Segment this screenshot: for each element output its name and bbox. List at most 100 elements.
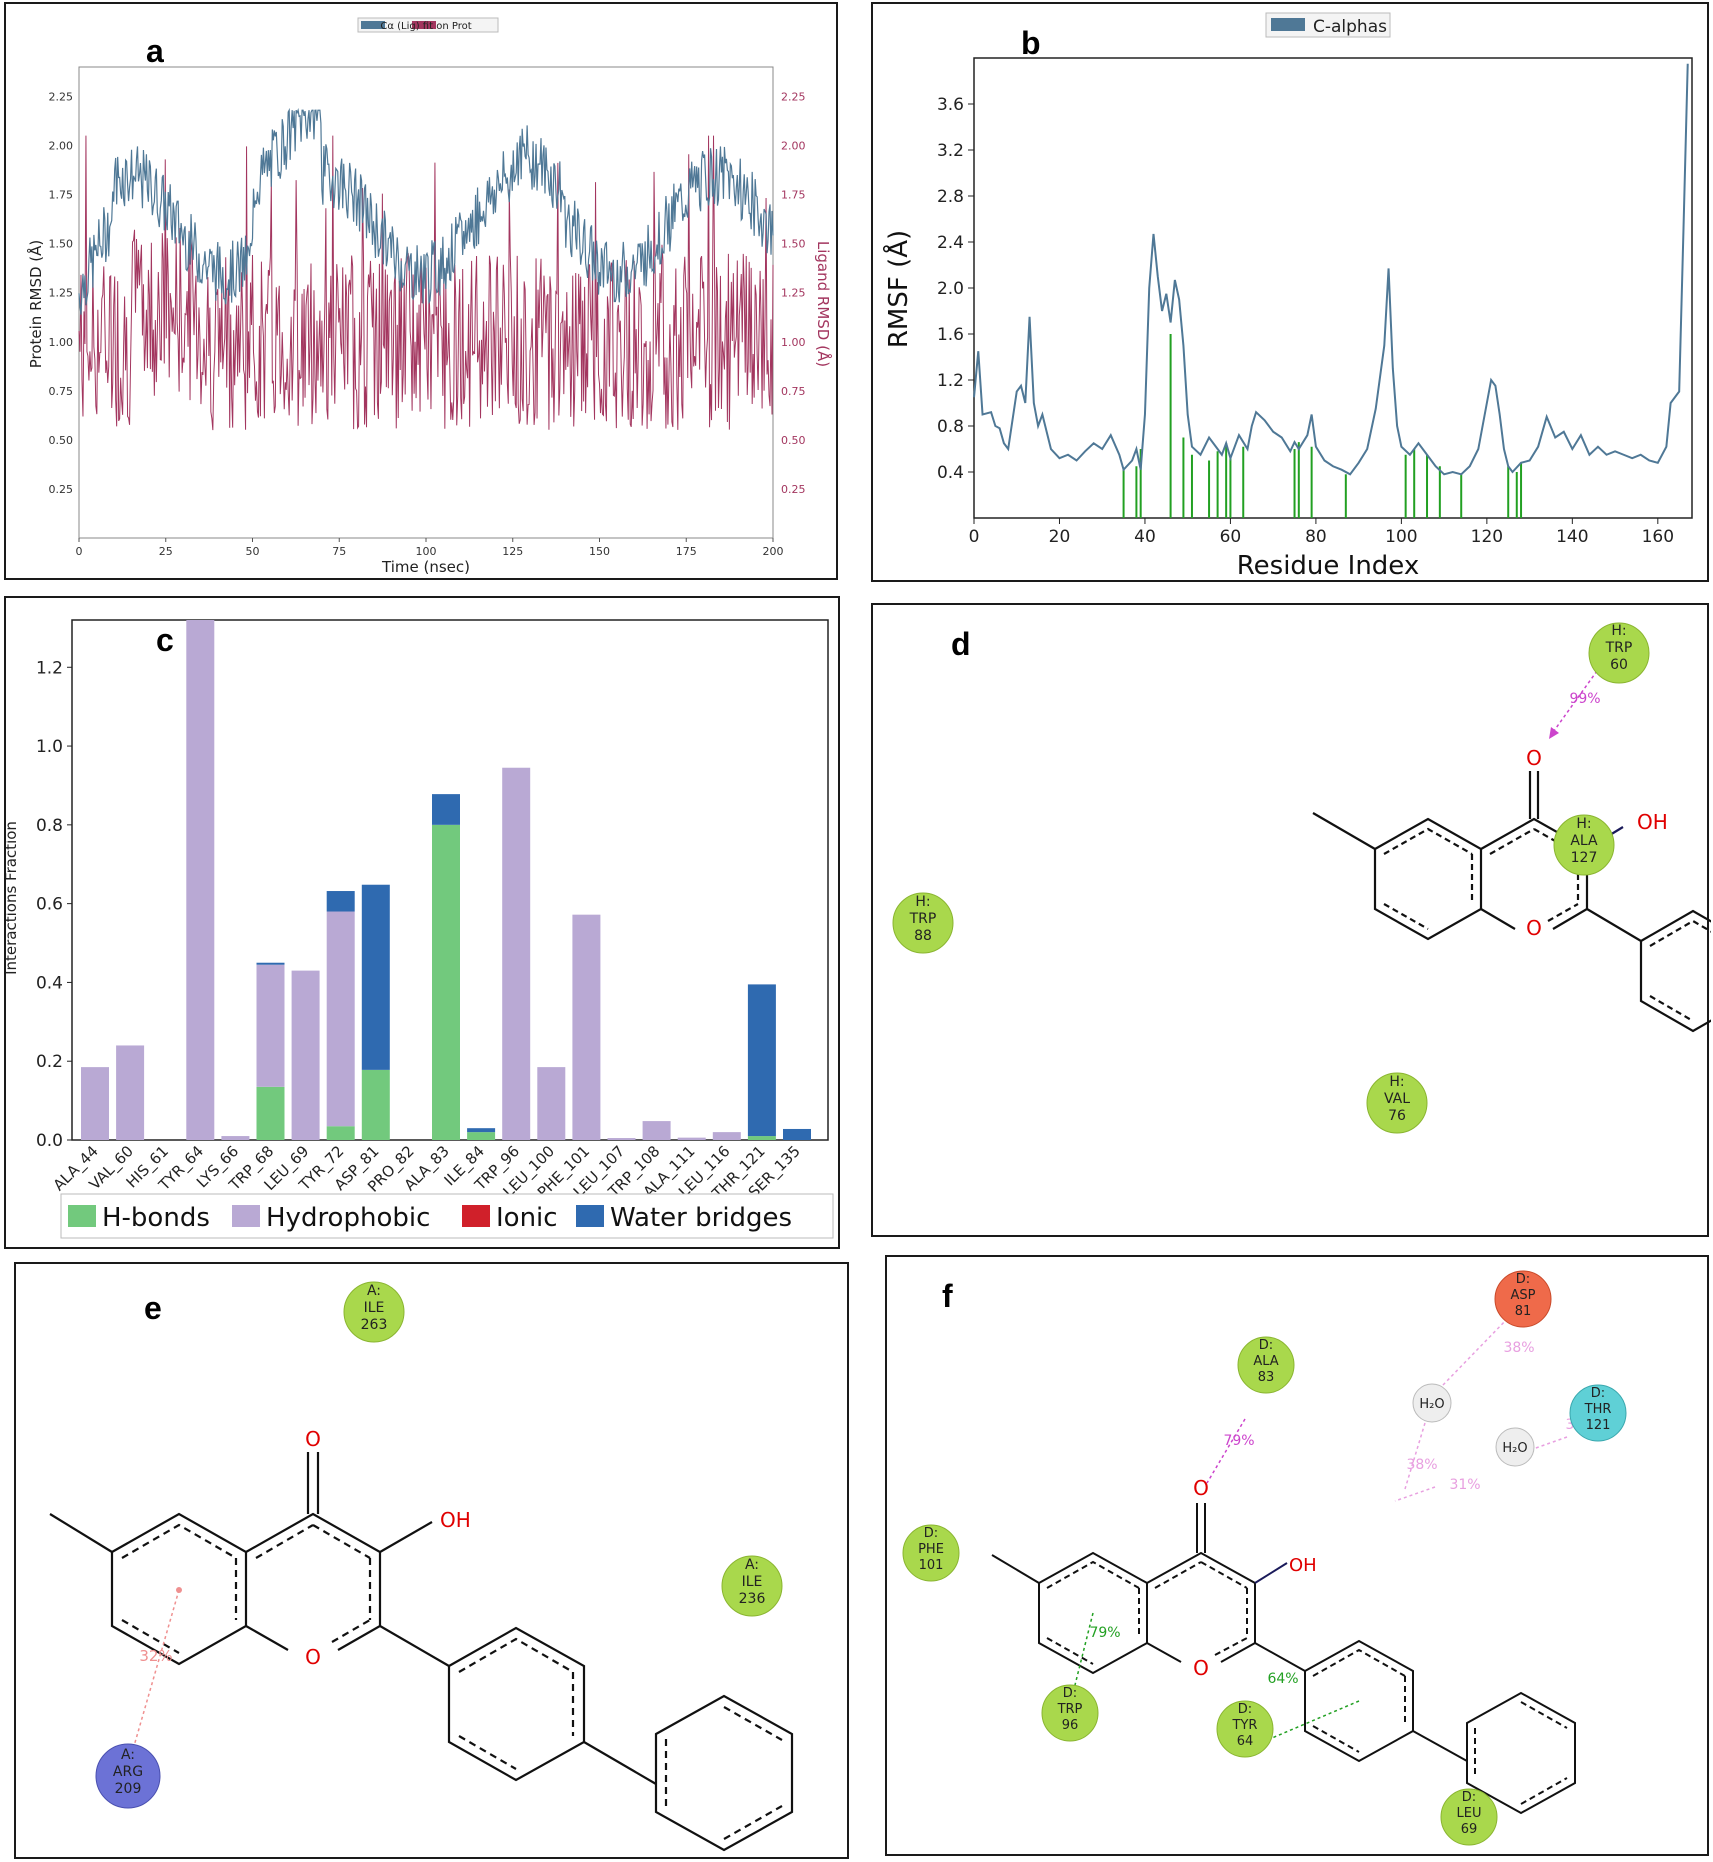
interactions-chart: c 0.00.20.40.60.81.01.2 ALA_44VAL_60HIS_… [6,619,834,1239]
bar-hydrophobic [116,1045,145,1140]
hydroxyl-group: OH [1289,1555,1317,1576]
ring-oxygen: O [1193,1656,1209,1680]
residue-phe101: D: PHE 101 [902,1524,960,1582]
y-tick-label-right: 1.75 [781,189,806,202]
bar-water-bridges [256,962,285,965]
bar-h-bonds [326,1126,355,1140]
y-tick-label: 0.8 [937,417,964,437]
percent-tyr64: 64% [1267,1671,1298,1687]
svg-text:96: 96 [1062,1718,1079,1733]
svg-text:H:: H: [1576,816,1591,832]
hbond-arrowhead [1549,727,1559,739]
svg-text:D:: D: [924,1526,938,1541]
y-tick-label-left: 0.25 [49,483,74,496]
svg-text:263: 263 [361,1317,388,1333]
svg-text:H:: H: [1389,1074,1404,1090]
y-tick-label: 0.4 [36,973,63,993]
panel-letter-a: a [146,33,164,69]
y-tick-label: 2.4 [937,233,964,253]
svg-text:ILE: ILE [364,1300,385,1316]
y-tick-label: 0.6 [36,895,63,915]
y-tick-label-left: 0.75 [49,385,74,398]
svg-text:ASP: ASP [1511,1288,1536,1303]
y-tick-label-right: 1.50 [781,238,806,251]
panel-d: d [871,603,1711,1237]
residue-ile263: A: ILE 263 [343,1281,405,1343]
protein-rmsd-line [78,107,774,315]
panel-letter-f: f [942,1278,953,1314]
y-tick-label-right: 2.00 [781,140,806,153]
rmsf-chart: C-alphas b 0 20 40 60 80 100 120 140 160 0.4 0.8 1.… [882,12,1693,581]
bar-h-bonds [361,1069,390,1140]
panel-c: c 0.0 0.2 0.4 0.6 0.8 1.0 1.2 ALA_44 VAL_60 HIS_… [4,596,840,1249]
y-tick-label: 3.2 [937,141,964,161]
y-tick-label-right: 0.25 [781,483,806,496]
x-tick-label: 0 [969,527,980,547]
legend-text: Cα (Lig) fit on Prot [380,21,471,32]
ring-oxygen: O [305,1645,321,1669]
bar-hydrophobic [221,1136,250,1140]
legend-text: C-alphas [1313,17,1387,37]
residue-trp88: H: TRP 88 [892,892,954,954]
x-tick-label: 175 [676,545,697,558]
svg-text:TRP: TRP [1605,640,1633,656]
y-tick-label: 0.4 [937,463,964,483]
bar-water-bridges [361,884,390,1070]
bar-hydrophobic [607,1138,636,1140]
residue-tyr64: D: TYR 64 [1216,1700,1274,1758]
residue-trp60: H: TRP 60 [1588,622,1650,684]
bar-water-bridges [432,794,460,825]
x-tick-label: 200 [763,545,784,558]
x-tick-label: 60 [1220,527,1242,547]
svg-text:H:: H: [1611,623,1626,639]
carbonyl-oxygen: O [1526,746,1542,770]
svg-text:D:: D: [1238,1702,1252,1717]
bar-hydrophobic [537,1067,566,1140]
panel-b: C-alphas b 0 20 40 60 80 100 120 140 160 0.4 0.8 1.… [871,2,1709,582]
x-tick-label: 100 [416,545,437,558]
cation-pi-line [133,1589,180,1747]
svg-text:D:: D: [1063,1686,1077,1701]
hydroxyl-group: OH [1637,810,1668,834]
percent-ala83: 79% [1223,1433,1254,1449]
carbonyl-oxygen: O [305,1427,321,1451]
y-tick-label: 0.2 [36,1052,63,1072]
hydroxyl-group: OH [440,1508,471,1532]
y-tick-label-right: 0.75 [781,385,806,398]
svg-text:ALA: ALA [1253,1354,1278,1369]
svg-text:121: 121 [1586,1418,1611,1433]
y-tick-label-left: 1.00 [49,336,74,349]
svg-text:83: 83 [1258,1370,1275,1385]
svg-text:A:: A: [367,1283,381,1299]
x-tick-label: 160 [1642,527,1674,547]
ligand-diagram-e: e O OH O [49,1281,794,1852]
panel-letter-c: c [156,622,174,658]
svg-text:60: 60 [1610,657,1628,673]
y-tick-label: 0.0 [36,1131,63,1151]
panel-a: Cα (Lig) fit on Prot a 0 25 50 75 100 125 150 1… [4,2,838,580]
bar-hydrophobic [712,1132,741,1140]
panel-letter-d: d [951,626,971,662]
x-tick-label: 120 [1471,527,1503,547]
interaction-lines [1071,1316,1568,1742]
legend-swatch-ionic [462,1205,490,1227]
svg-text:TRP: TRP [1057,1702,1083,1717]
molecule-e [49,1452,794,1852]
y-tick-label: 1.2 [36,658,63,678]
bar-h-bonds [432,824,460,1140]
x-tick-label: 150 [589,545,610,558]
bar-hydrophobic [502,767,531,1140]
plot-frame [973,57,1693,519]
svg-text:A:: A: [121,1747,135,1763]
percent-water1-oh: 38% [1406,1457,1437,1473]
svg-text:VAL: VAL [1384,1091,1410,1107]
rmsd-chart: Cα (Lig) fit on Prot a 0 25 50 75 100 125 150 1… [26,17,833,576]
water-2: H₂O [1495,1427,1535,1467]
panel-letter-b: b [1021,25,1041,61]
y-tick-label-left: 1.25 [49,287,74,300]
x-axis-label: Residue Index [1237,551,1419,581]
svg-text:H₂O: H₂O [1502,1441,1527,1456]
x-tick-label: 40 [1134,527,1156,547]
svg-text:THR: THR [1584,1402,1612,1417]
y-tick-label-right: 1.00 [781,336,806,349]
